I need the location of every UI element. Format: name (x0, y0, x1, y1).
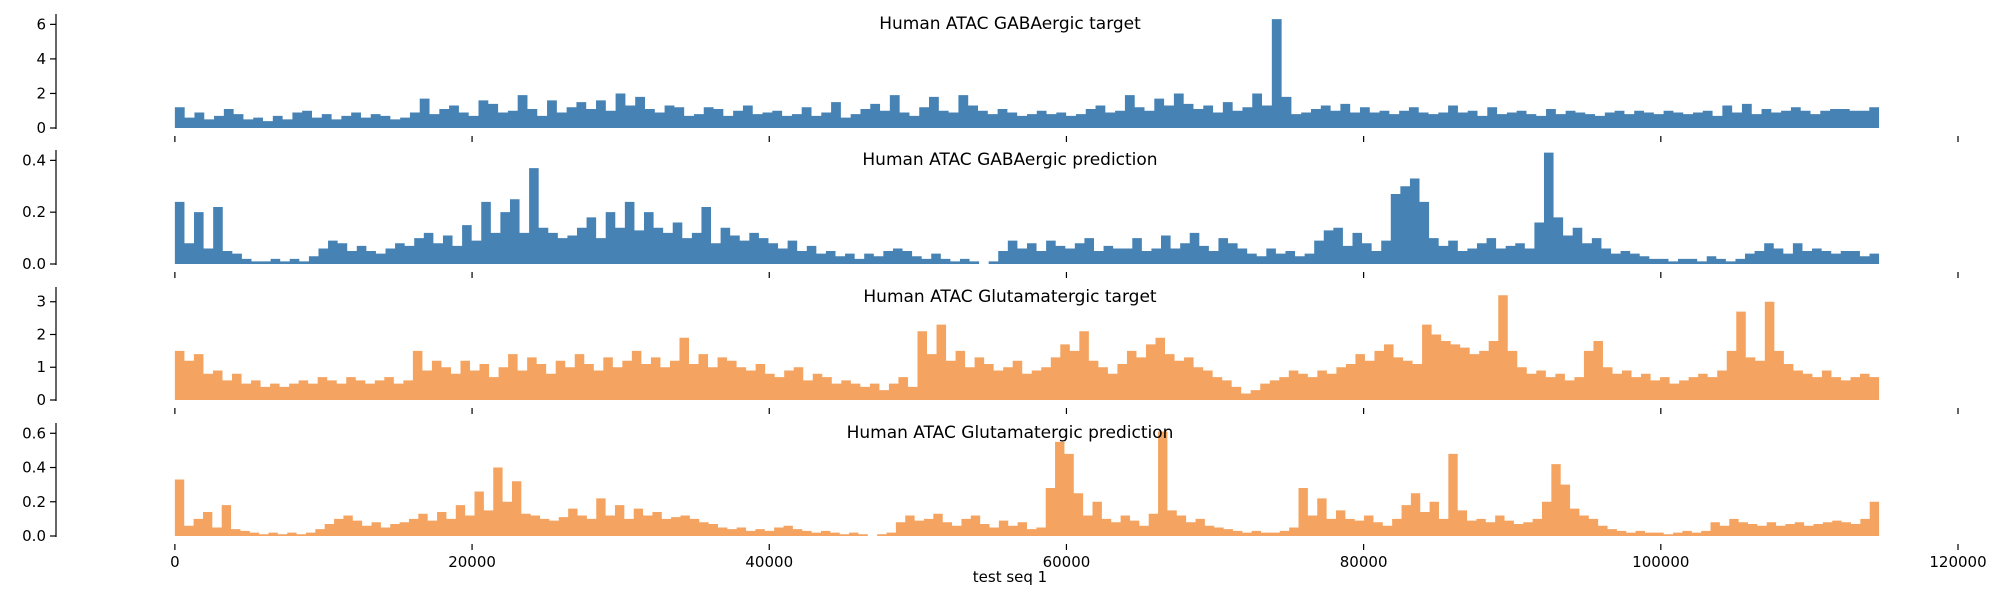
y-tick-label: 6 (36, 15, 46, 33)
panel-title: Human ATAC GABAergic prediction (862, 150, 1157, 170)
y-tick-label: 0.4 (22, 151, 46, 169)
signal-area (174, 152, 1880, 264)
y-tick-label: 0.2 (22, 203, 46, 221)
y-tick-label: 3 (36, 293, 46, 311)
x-tick-label: 80000 (1340, 553, 1388, 571)
y-tick-label: 0.0 (22, 255, 46, 273)
y-tick-label: 0 (36, 119, 46, 137)
x-tick-label: 20000 (448, 553, 496, 571)
y-tick-label: 2 (36, 325, 46, 343)
x-tick-label: 120000 (1929, 553, 1986, 571)
panel-title: Human ATAC GABAergic target (879, 14, 1141, 34)
panel-title: Human ATAC Glutamatergic target (863, 287, 1157, 307)
x-axis-label: test seq 1 (973, 568, 1047, 586)
panel-1: 0 2 4 6 Human ATAC GABAergic target (36, 14, 1959, 142)
y-tick-label: 0 (36, 391, 46, 409)
panel-title: Human ATAC Glutamatergic prediction (847, 423, 1174, 443)
y-tick-label: 0.2 (22, 493, 46, 511)
y-tick-label: 4 (36, 50, 46, 68)
chart-panels: 0 2 4 6 Human ATAC GABAergic target 0.0 0.2 0.4… (22, 14, 1987, 571)
y-tick-label: 1 (36, 358, 46, 376)
y-tick-label: 0.0 (22, 527, 46, 545)
signal-area (174, 431, 1880, 536)
y-tick-label: 0.6 (22, 424, 46, 442)
x-tick-label: 40000 (745, 553, 793, 571)
panel-3: 0 1 2 3 Human ATAC Glutamatergic target (36, 287, 1959, 414)
panel-2: 0.0 0.2 0.4 Human ATAC GABAergic prediction (22, 150, 1959, 278)
x-tick-label: 100000 (1632, 553, 1689, 571)
y-tick-label: 2 (36, 84, 46, 102)
x-tick-label: 60000 (1043, 553, 1091, 571)
x-tick-label: 0 (170, 553, 180, 571)
signal-area (174, 295, 1880, 400)
signal-area (174, 19, 1880, 128)
y-tick-label: 0.4 (22, 459, 46, 477)
panel-4: 0.0 0.2 0.4 0.6 0 20000 40000 60000 80000 100000 1… (22, 423, 1987, 571)
